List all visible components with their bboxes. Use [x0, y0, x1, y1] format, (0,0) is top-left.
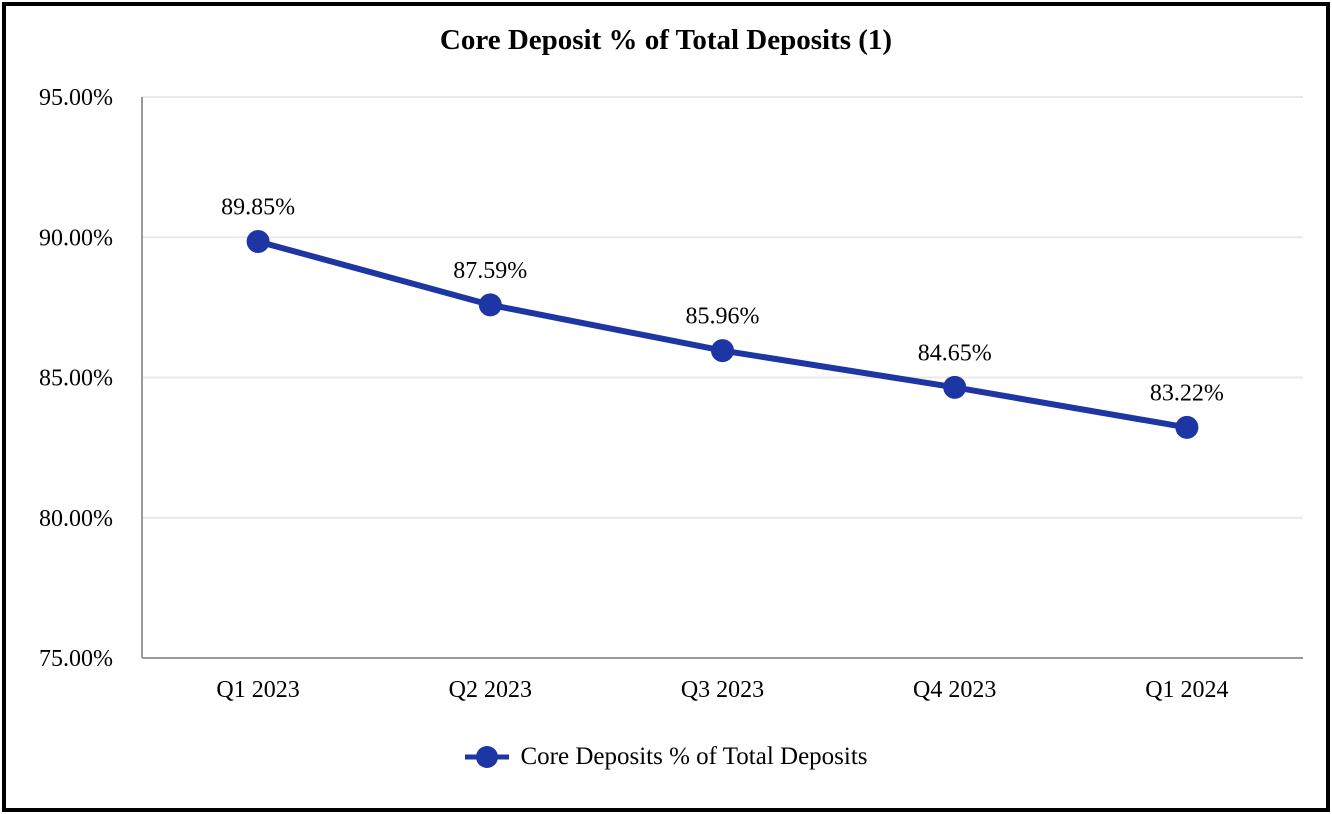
x-axis-label: Q1 2024 [1145, 677, 1228, 703]
y-axis-label: 75.00% [39, 646, 113, 672]
legend-label: Core Deposits % of Total Deposits [520, 743, 868, 770]
data-point-label: 87.59% [453, 258, 527, 284]
y-axis-label: 90.00% [39, 225, 113, 251]
data-point [478, 293, 502, 317]
data-point-label: 85.96% [686, 304, 760, 330]
x-axis-label: Q4 2023 [913, 677, 996, 703]
data-point [943, 375, 967, 399]
legend: Core Deposits % of Total Deposits [0, 743, 1332, 771]
legend-marker-icon [465, 746, 510, 768]
y-axis-label: 95.00% [39, 85, 113, 111]
data-point [1175, 415, 1199, 439]
data-point-label: 84.65% [918, 340, 992, 366]
data-point-label: 83.22% [1150, 380, 1224, 406]
y-axis-label: 80.00% [39, 506, 113, 532]
x-axis-label: Q2 2023 [449, 677, 532, 703]
x-axis-label: Q3 2023 [681, 677, 764, 703]
data-point [246, 229, 270, 253]
chart-title: Core Deposit % of Total Deposits (1) [439, 24, 893, 56]
y-axis-label: 85.00% [39, 366, 113, 392]
x-axis-label: Q1 2023 [216, 677, 299, 703]
series-line [255, 238, 1190, 431]
data-point [711, 339, 734, 363]
data-point-label: 89.85% [221, 194, 295, 220]
